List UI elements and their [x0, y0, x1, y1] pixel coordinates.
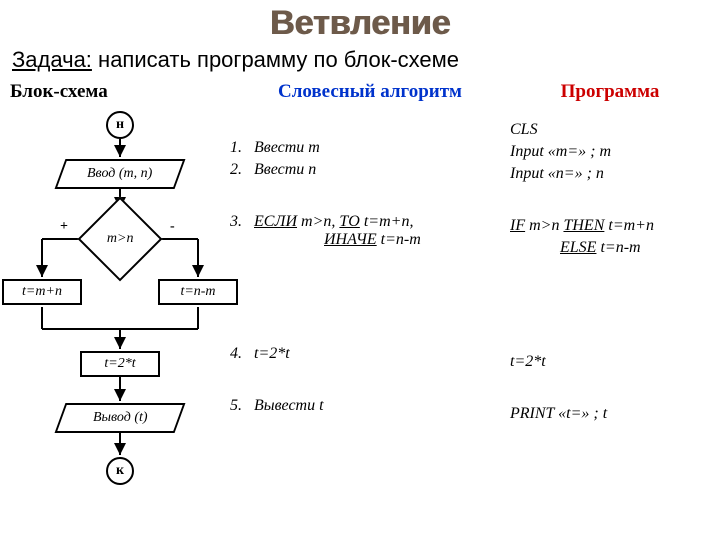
header-flowchart: Блок-схема: [10, 81, 230, 103]
alg-step-1: 1. Ввести m: [230, 139, 510, 157]
flow-tnm: t=n-m: [158, 279, 238, 305]
task-text: написать программу по блок-схеме: [98, 47, 459, 72]
alg-step-5: 5. Вывести t: [230, 397, 510, 415]
algorithm-col: 1. Ввести m 2. Ввести n 3. ЕСЛИ m>n, ТО …: [230, 109, 510, 519]
flow-start: н: [106, 111, 134, 139]
alg-step-2: 2. Ввести n: [230, 161, 510, 179]
flow-tmn: t=m+n: [2, 279, 82, 305]
flow-output: Вывод (t): [55, 403, 186, 433]
program-col: CLS Input «m=» ; m Input «n=» ; n IF m>n…: [510, 109, 710, 519]
prog-else: ELSE t=n-m: [560, 239, 710, 257]
prog-if: IF m>n THEN t=m+n: [510, 217, 710, 235]
flow-end: к: [106, 457, 134, 485]
alg-step-3: 3. ЕСЛИ m>n, ТО t=m+n, ИНАЧЕ t=n-m: [230, 213, 510, 249]
task-line: Задача: написать программу по блок-схеме: [12, 47, 708, 73]
prog-l1: CLS: [510, 121, 710, 139]
header-program: Программа: [510, 81, 710, 103]
flow-minus: -: [170, 219, 175, 235]
task-label: Задача:: [12, 47, 92, 72]
column-headers: Блок-схема Словесный алгоритм Программа: [10, 81, 710, 103]
flowchart-col: н Ввод (m, n) m>n + - t=m+n t=n-m t=2*t …: [10, 109, 230, 519]
prog-l6: PRINT «t=» ; t: [510, 405, 710, 423]
alg-step-4: 4. t=2*t: [230, 345, 510, 363]
flow-input: Ввод (m, n): [55, 159, 186, 189]
header-algorithm: Словесный алгоритм: [230, 81, 510, 103]
prog-l3: Input «n=» ; n: [510, 165, 710, 183]
page-title: Ветвление: [0, 4, 720, 43]
prog-l2: Input «m=» ; m: [510, 143, 710, 161]
flow-plus: +: [60, 219, 68, 235]
flow-t2t: t=2*t: [80, 351, 160, 377]
prog-l5: t=2*t: [510, 353, 710, 371]
